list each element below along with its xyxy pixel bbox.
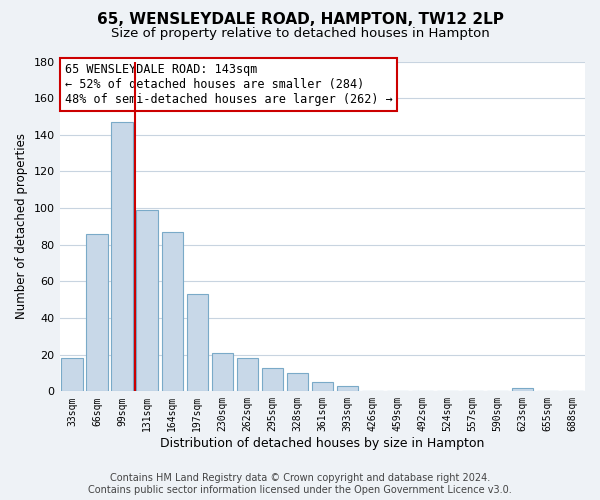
Bar bbox=[112, 122, 133, 392]
Bar bbox=[337, 386, 358, 392]
X-axis label: Distribution of detached houses by size in Hampton: Distribution of detached houses by size … bbox=[160, 437, 484, 450]
Bar bbox=[161, 232, 183, 392]
Bar bbox=[86, 234, 108, 392]
Bar bbox=[236, 358, 258, 392]
Text: Contains HM Land Registry data © Crown copyright and database right 2024.
Contai: Contains HM Land Registry data © Crown c… bbox=[88, 474, 512, 495]
Y-axis label: Number of detached properties: Number of detached properties bbox=[15, 134, 28, 320]
Bar bbox=[136, 210, 158, 392]
Text: 65, WENSLEYDALE ROAD, HAMPTON, TW12 2LP: 65, WENSLEYDALE ROAD, HAMPTON, TW12 2LP bbox=[97, 12, 503, 28]
Bar bbox=[512, 388, 533, 392]
Bar bbox=[61, 358, 83, 392]
Bar bbox=[311, 382, 333, 392]
Bar bbox=[262, 368, 283, 392]
Text: Size of property relative to detached houses in Hampton: Size of property relative to detached ho… bbox=[110, 28, 490, 40]
Text: 65 WENSLEYDALE ROAD: 143sqm
← 52% of detached houses are smaller (284)
48% of se: 65 WENSLEYDALE ROAD: 143sqm ← 52% of det… bbox=[65, 63, 392, 106]
Bar bbox=[212, 353, 233, 392]
Bar bbox=[287, 373, 308, 392]
Bar bbox=[187, 294, 208, 392]
